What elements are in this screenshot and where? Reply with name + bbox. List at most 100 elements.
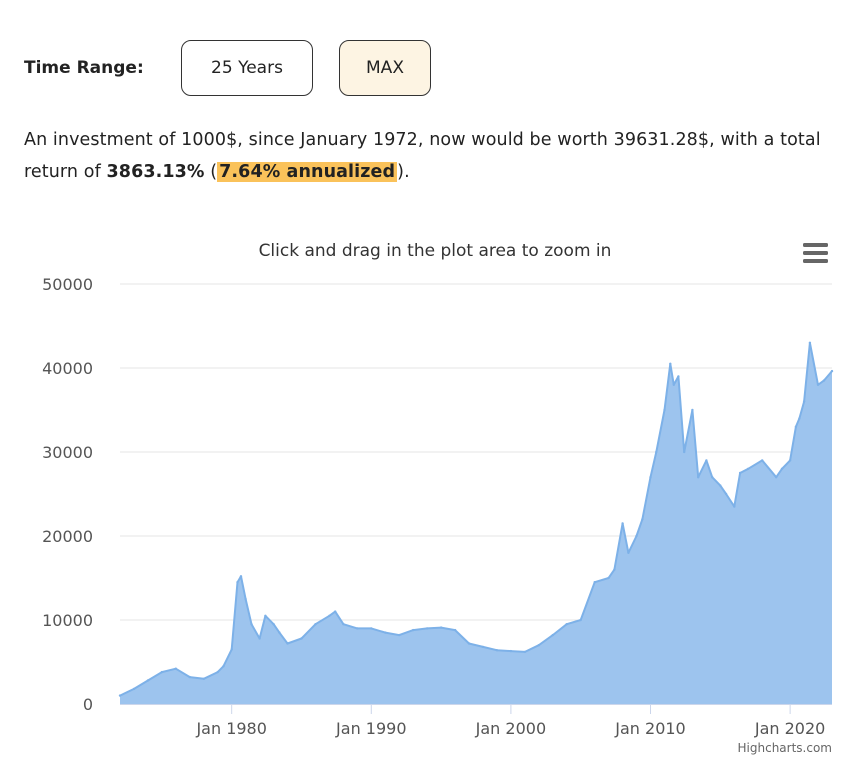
series-point[interactable] [328, 614, 331, 617]
series-point[interactable] [613, 568, 616, 571]
series-point[interactable] [250, 623, 253, 626]
series-point[interactable] [188, 675, 191, 679]
series-point[interactable] [481, 645, 485, 649]
series-point[interactable] [356, 627, 359, 630]
series-point[interactable] [697, 476, 700, 479]
investment-summary: An investment of 1000$, since January 19… [24, 124, 836, 188]
x-tick-label: Jan 1990 [335, 719, 406, 738]
series-point[interactable] [780, 467, 784, 470]
series-point[interactable] [334, 610, 337, 613]
x-tick-label: Jan 1980 [195, 719, 266, 738]
series-point[interactable] [509, 649, 513, 653]
series-point[interactable] [655, 450, 658, 454]
series-point[interactable] [239, 575, 243, 578]
series-point[interactable] [264, 614, 267, 617]
series-point[interactable] [747, 467, 750, 470]
series-point[interactable] [453, 628, 457, 632]
y-tick-label: 0 [83, 695, 93, 714]
series-point[interactable] [711, 476, 714, 479]
series-point[interactable] [384, 631, 387, 634]
series-point[interactable] [683, 450, 686, 454]
series-point[interactable] [439, 626, 443, 629]
series-point[interactable] [495, 649, 499, 652]
highcharts-credits[interactable]: Highcharts.com [737, 741, 832, 755]
total-return-value: 3863.13% [106, 162, 205, 182]
series-point[interactable] [579, 618, 582, 622]
series-point[interactable] [523, 650, 527, 654]
series-point[interactable] [677, 375, 680, 378]
series-point[interactable] [272, 623, 275, 626]
series-point[interactable] [118, 694, 122, 697]
series-point[interactable] [794, 425, 798, 428]
series-point[interactable] [425, 627, 429, 630]
series-point[interactable] [672, 383, 675, 386]
series-point[interactable] [691, 408, 694, 412]
summary-text-3: ). [397, 162, 410, 182]
hamburger-menu-icon[interactable] [800, 238, 832, 268]
series-point[interactable] [607, 576, 610, 580]
series-point[interactable] [635, 534, 638, 538]
series-point[interactable] [222, 665, 225, 668]
range-25-years-button[interactable]: 25 Years [181, 40, 313, 96]
investment-growth-chart[interactable]: Click and drag in the plot area to zoom … [0, 222, 848, 752]
series-point[interactable] [775, 476, 778, 479]
series-point[interactable] [258, 637, 261, 640]
annualized-return-highlight: 7.64% annualized [217, 162, 398, 182]
y-axis: 0 10000 20000 30000 40000 50000 [42, 275, 93, 714]
series-point[interactable] [467, 642, 471, 645]
series-point[interactable] [788, 459, 792, 462]
series-point[interactable] [202, 677, 205, 680]
series-point[interactable] [342, 623, 345, 626]
series-point[interactable] [808, 341, 812, 344]
series-point[interactable] [244, 597, 247, 601]
series-point[interactable] [398, 633, 401, 637]
plot-area[interactable] [118, 341, 834, 704]
y-tick-label: 20000 [42, 527, 93, 546]
series-point[interactable] [565, 623, 568, 626]
x-tick-label: Jan 2010 [614, 719, 685, 738]
series-point[interactable] [816, 383, 820, 386]
series-point[interactable] [412, 628, 415, 632]
series-point[interactable] [236, 581, 239, 584]
series-point[interactable] [300, 637, 303, 640]
series-point[interactable] [146, 679, 150, 682]
x-axis: Jan 1980 Jan 1990 Jan 2000 Jan 2010 Jan 2020 [120, 704, 832, 738]
series-point[interactable] [719, 484, 722, 487]
series-point[interactable] [724, 492, 728, 496]
y-tick-label: 10000 [42, 611, 93, 630]
series-point[interactable] [798, 417, 801, 420]
series-point[interactable] [551, 633, 554, 637]
series-point[interactable] [822, 379, 826, 382]
series-point[interactable] [216, 670, 219, 674]
series-point[interactable] [649, 476, 652, 479]
series-point[interactable] [738, 471, 742, 475]
y-tick-label: 50000 [42, 275, 93, 294]
summary-text-2: ( [204, 162, 218, 182]
series-point[interactable] [705, 459, 708, 462]
range-max-button[interactable]: MAX [339, 40, 431, 96]
series-point[interactable] [593, 581, 596, 584]
series-area-fill [120, 342, 832, 704]
series-point[interactable] [663, 408, 666, 412]
series-point[interactable] [286, 642, 289, 645]
series-point[interactable] [160, 670, 164, 674]
series-point[interactable] [733, 505, 736, 508]
series-point[interactable] [370, 627, 373, 630]
series-point[interactable] [174, 667, 177, 670]
series-point[interactable] [278, 631, 281, 634]
series-point[interactable] [761, 459, 764, 462]
summary-text-1: An investment of 1000$, since January 19… [24, 130, 821, 182]
series-point[interactable] [314, 623, 317, 626]
series-point[interactable] [641, 518, 644, 521]
x-tick-label: Jan 2000 [475, 719, 546, 738]
chart-subtitle: Click and drag in the plot area to zoom … [259, 241, 612, 261]
series-point[interactable] [830, 369, 834, 373]
series-point[interactable] [537, 644, 540, 647]
series-point[interactable] [230, 648, 233, 651]
series-point[interactable] [627, 551, 630, 554]
x-tick-label: Jan 2020 [754, 719, 825, 738]
series-point[interactable] [802, 400, 806, 403]
series-point[interactable] [132, 687, 136, 691]
series-point[interactable] [621, 522, 624, 525]
series-point[interactable] [669, 362, 672, 365]
